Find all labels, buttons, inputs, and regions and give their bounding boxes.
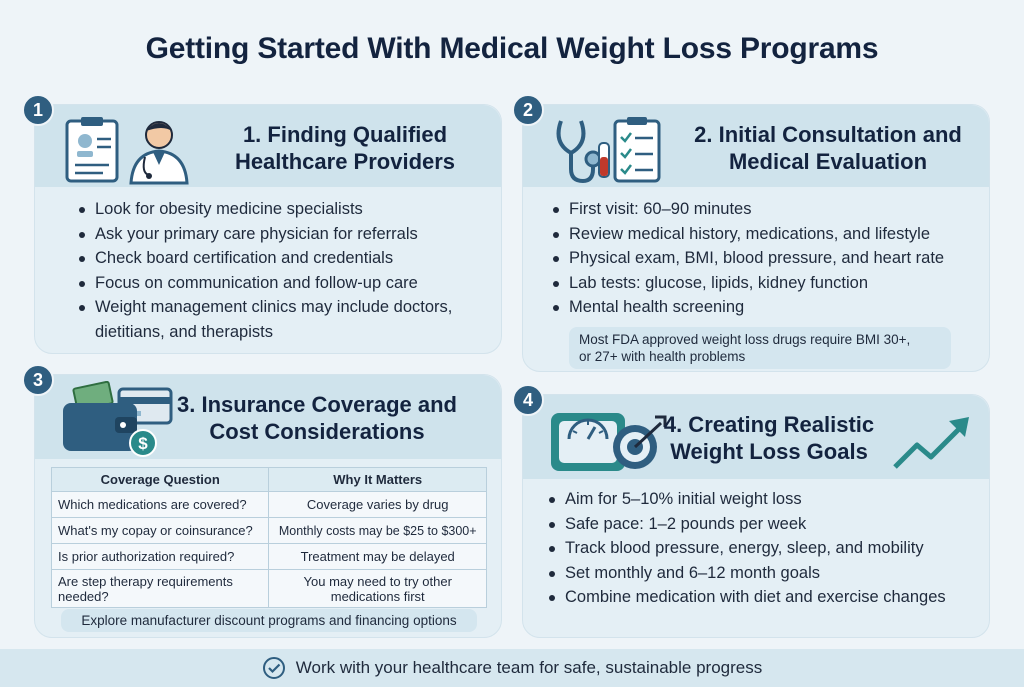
list-item: Lab tests: glucose, lipids, kidney funct… bbox=[551, 271, 987, 296]
bullet-list: First visit: 60–90 minutes Review medica… bbox=[551, 197, 987, 320]
list-item-continued: dietitians, and therapists bbox=[95, 322, 273, 341]
list-item: Mental health screening bbox=[551, 295, 987, 320]
table-header-row: Coverage Question Why It Matters bbox=[50, 467, 487, 492]
list-item: Track blood pressure, energy, sleep, and… bbox=[547, 536, 987, 561]
column-header: Coverage Question bbox=[50, 467, 270, 492]
wallet-money-icon: $ bbox=[63, 381, 173, 457]
scale-target-icon bbox=[551, 413, 667, 471]
table-cell: What's my copay or coinsurance? bbox=[50, 517, 270, 544]
column-header: Why It Matters bbox=[268, 467, 487, 492]
bullet-list: Aim for 5–10% initial weight loss Safe p… bbox=[547, 487, 987, 610]
card-title: 3. Insurance Coverage and Cost Considera… bbox=[177, 392, 457, 444]
table-row: What's my copay or coinsurance? Monthly … bbox=[50, 517, 487, 544]
list-item: Review medical history, medications, and… bbox=[551, 222, 987, 247]
coverage-table: Coverage Question Why It Matters Which m… bbox=[50, 467, 487, 608]
list-item: Safe pace: 1–2 pounds per week bbox=[547, 512, 987, 537]
list-item: Ask your primary care physician for refe… bbox=[77, 222, 497, 247]
card-providers: 1. Finding Qualified Healthcare Provider… bbox=[34, 104, 502, 354]
step-number-badge: 4 bbox=[512, 384, 544, 416]
table-cell: Are step therapy requirements needed? bbox=[50, 569, 270, 608]
bullet-list: Look for obesity medicine specialists As… bbox=[77, 197, 497, 344]
table-cell: Coverage varies by drug bbox=[268, 491, 487, 518]
list-item: Physical exam, BMI, blood pressure, and … bbox=[551, 246, 987, 271]
table-cell: Is prior authorization required? bbox=[50, 543, 270, 570]
card-insurance: $ 3. Insurance Coverage and Cost Conside… bbox=[34, 374, 502, 638]
list-item: Combine medication with diet and exercis… bbox=[547, 585, 987, 610]
list-item: Look for obesity medicine specialists bbox=[77, 197, 497, 222]
discount-note: Explore manufacturer discount programs a… bbox=[61, 609, 477, 632]
card-title: 4. Creating Realistic Weight Loss Goals bbox=[663, 412, 875, 464]
step-number-badge: 2 bbox=[512, 94, 544, 126]
list-item: Weight management clinics may include do… bbox=[77, 295, 497, 320]
list-item: Focus on communication and follow-up car… bbox=[77, 271, 497, 296]
list-item: Check board certification and credential… bbox=[77, 246, 497, 271]
table-row: Which medications are covered? Coverage … bbox=[50, 491, 487, 518]
table-cell: Which medications are covered? bbox=[50, 491, 270, 518]
card-goals: 4. Creating Realistic Weight Loss Goals … bbox=[522, 394, 990, 638]
footer-text: Work with your healthcare team for safe,… bbox=[295, 658, 763, 677]
table-row: Is prior authorization required? Treatme… bbox=[50, 543, 487, 570]
card-consultation: 2. Initial Consultation and Medical Eval… bbox=[522, 104, 990, 372]
card-title: 1. Finding Qualified Healthcare Provider… bbox=[234, 122, 456, 174]
doctor-clipboard-icon bbox=[65, 117, 189, 185]
check-circle-icon bbox=[262, 657, 285, 679]
step-number-badge: 1 bbox=[22, 94, 54, 126]
footer-banner: Work with your healthcare team for safe,… bbox=[0, 649, 1024, 687]
table-cell: Monthly costs may be $25 to $300+ bbox=[268, 517, 487, 544]
stethoscope-checklist-icon bbox=[556, 117, 661, 184]
step-number-badge: 3 bbox=[22, 364, 54, 396]
table-cell: Treatment may be delayed bbox=[268, 543, 487, 570]
list-item: First visit: 60–90 minutes bbox=[551, 197, 987, 222]
list-item: Set monthly and 6–12 month goals bbox=[547, 561, 987, 586]
card-title: 2. Initial Consultation and Medical Eval… bbox=[694, 122, 962, 174]
svg-text:$: $ bbox=[138, 434, 148, 453]
list-item: Aim for 5–10% initial weight loss bbox=[547, 487, 987, 512]
table-cell: You may need to try other medications fi… bbox=[268, 569, 487, 608]
bmi-note: Most FDA approved weight loss drugs requ… bbox=[569, 327, 951, 369]
page-title: Getting Started With Medical Weight Loss… bbox=[145, 32, 879, 65]
trend-up-arrow-icon bbox=[893, 417, 969, 469]
table-row: Are step therapy requirements needed? Yo… bbox=[50, 569, 487, 608]
